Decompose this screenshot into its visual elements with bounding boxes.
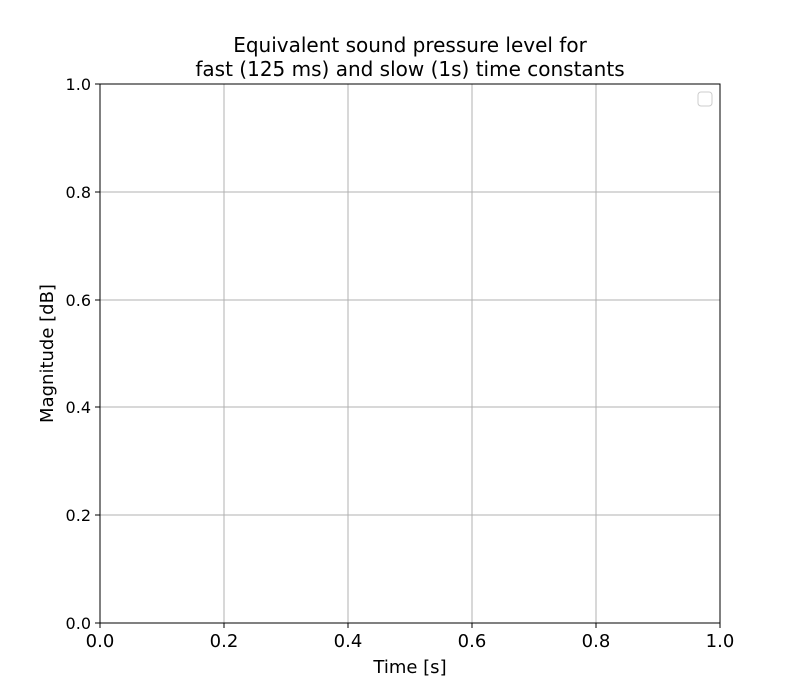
x-tick-label: 0.4 <box>334 631 363 652</box>
y-axis-label: Magnitude [dB] <box>37 284 58 423</box>
axis-ticks: 0.0 0.2 0.4 0.6 0.8 1.0 0.0 0.2 0.4 0.6 0.8 1.0 <box>66 75 735 652</box>
plot-area-frame <box>99 83 721 624</box>
chart-title-line-1: Equivalent sound pressure level for <box>233 33 587 57</box>
y-tick-label: 0.4 <box>66 398 91 417</box>
y-tick-label: 1.0 <box>66 75 91 94</box>
y-tick-label: 0.2 <box>66 506 91 525</box>
chart-title-line-2: fast (125 ms) and slow (1s) time constan… <box>195 57 624 81</box>
legend-box <box>697 91 713 107</box>
y-tick-label: 0.6 <box>66 291 91 310</box>
x-tick-label: 0.0 <box>86 631 115 652</box>
x-axis-label: Time [s] <box>372 657 446 678</box>
y-tick-label: 0.8 <box>66 183 91 202</box>
y-tick-label: 0.0 <box>66 614 91 633</box>
grid <box>100 84 720 623</box>
x-tick-label: 1.0 <box>706 631 735 652</box>
x-tick-label: 0.6 <box>458 631 487 652</box>
x-tick-label: 0.8 <box>582 631 611 652</box>
x-tick-label: 0.2 <box>210 631 239 652</box>
